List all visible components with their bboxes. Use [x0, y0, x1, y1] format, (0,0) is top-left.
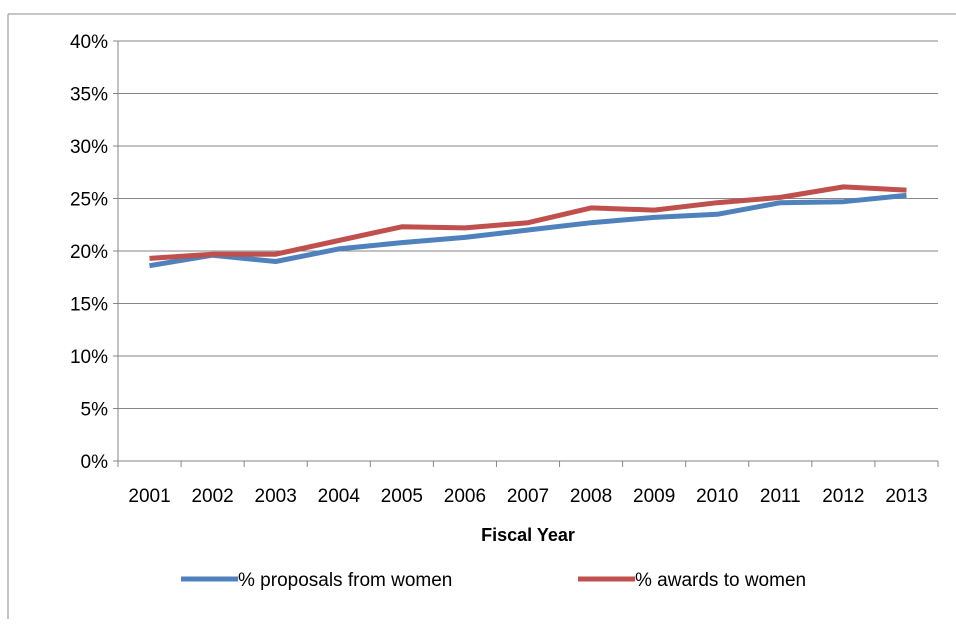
- x-tick-label: 2009: [633, 486, 675, 507]
- y-tick-label: 25%: [70, 190, 108, 211]
- y-tick-label: 20%: [70, 242, 108, 263]
- y-tick-label: 0%: [81, 452, 109, 473]
- y-tick-label: 30%: [70, 137, 108, 158]
- x-tick-label: 2004: [318, 486, 361, 507]
- x-tick-label: 2008: [570, 486, 612, 507]
- x-tick-label: 2013: [885, 486, 927, 507]
- series-line-1: [149, 192, 907, 269]
- y-tick-label: 15%: [70, 295, 108, 316]
- x-tick-label: 2001: [128, 486, 170, 507]
- legend-item: % proposals from women: [181, 570, 452, 591]
- series-lines: [149, 184, 907, 269]
- x-tick-label: 2011: [760, 486, 801, 507]
- x-tick-label: 2012: [822, 486, 864, 507]
- x-tick-label: 2003: [255, 486, 297, 507]
- y-tick-label: 10%: [70, 347, 108, 368]
- x-tick-label: 2002: [191, 486, 233, 507]
- y-tick-label: 5%: [81, 400, 109, 421]
- x-tick-label: 2005: [381, 486, 423, 507]
- x-tick-label: 2007: [507, 486, 549, 507]
- x-tick-label: 2010: [696, 486, 738, 507]
- series-line-2: [149, 184, 907, 261]
- legend: % proposals from women % awards to women: [181, 570, 806, 591]
- chart-border: [7, 13, 956, 619]
- legend-label: % proposals from women: [238, 570, 452, 591]
- legend-label: % awards to women: [635, 570, 806, 591]
- y-axis-tick-labels: 0% 5% 10% 15% 20% 25% 30% 35% 40%: [70, 32, 108, 473]
- legend-item: % awards to women: [578, 570, 806, 591]
- y-tick-label: 40%: [70, 32, 108, 53]
- gridlines: [113, 40, 938, 462]
- x-tick-label: 2006: [444, 486, 486, 507]
- axes: [117, 41, 939, 467]
- x-axis-tick-labels: 2001 2002 2003 2004 2005 2006 2007 2008 2009 2010…: [128, 486, 927, 507]
- y-tick-label: 35%: [70, 85, 108, 106]
- x-axis-title: Fiscal Year: [481, 525, 575, 545]
